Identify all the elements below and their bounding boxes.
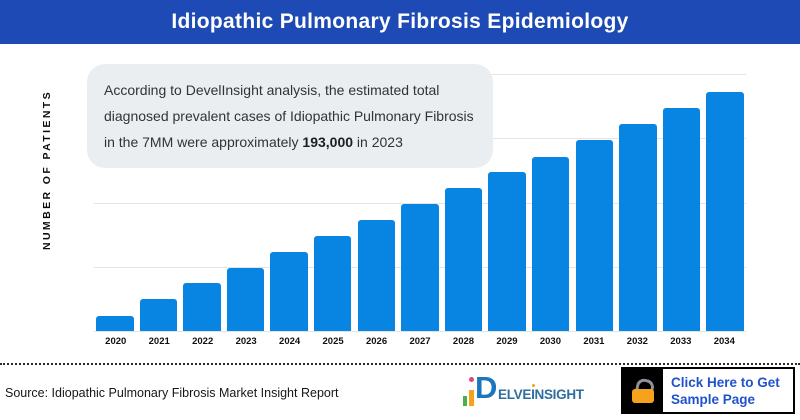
bar-2027 bbox=[401, 203, 439, 331]
logo-d-letter: D bbox=[475, 370, 498, 405]
x-tick-2034: 2034 bbox=[713, 336, 735, 347]
x-tick-2030: 2030 bbox=[539, 336, 561, 347]
bar-2028 bbox=[444, 187, 483, 331]
annotation-line-2: diagnosed prevalent cases of Idiopathic … bbox=[104, 108, 474, 124]
bar-2026 bbox=[357, 219, 396, 331]
sample-page-button[interactable]: Click Here to Get Sample Page bbox=[621, 367, 795, 414]
annotation-line-1: According to DevelInsight analysis, the … bbox=[104, 82, 440, 98]
page-title: Idiopathic Pulmonary Fibrosis Epidemiolo… bbox=[171, 10, 629, 33]
bar-chart-plot bbox=[94, 74, 746, 332]
x-tick-2025: 2025 bbox=[322, 336, 344, 347]
bar-2025 bbox=[313, 236, 352, 331]
x-tick-2026: 2026 bbox=[365, 336, 388, 347]
x-tick-2021: 2021 bbox=[148, 336, 170, 347]
logo-green-bar-icon bbox=[463, 396, 467, 406]
cta-label: Click Here to Get Sample Page bbox=[671, 374, 780, 407]
x-tick-2031: 2031 bbox=[583, 336, 605, 347]
bar-2024 bbox=[270, 251, 308, 331]
logo-wordmark: ELVEINSIGHT bbox=[498, 387, 584, 402]
footer-divider bbox=[0, 363, 800, 365]
bar-2021 bbox=[139, 299, 178, 331]
bar-2023 bbox=[226, 268, 265, 331]
x-tick-2028: 2028 bbox=[452, 336, 475, 347]
bar-2034 bbox=[706, 91, 744, 331]
bar-2022 bbox=[183, 282, 221, 331]
lock-icon-panel bbox=[623, 369, 663, 412]
logo-dot-icon bbox=[469, 377, 474, 382]
x-tick-2033: 2033 bbox=[670, 336, 692, 347]
bar-2031 bbox=[575, 139, 614, 331]
x-tick-2032: 2032 bbox=[626, 336, 648, 347]
open-padlock-icon bbox=[631, 376, 656, 403]
x-tick-2029: 2029 bbox=[496, 336, 518, 347]
bar-2033 bbox=[662, 108, 701, 331]
x-tick-2027: 2027 bbox=[409, 336, 431, 347]
x-axis-baseline bbox=[94, 331, 746, 332]
plot-bars bbox=[94, 74, 746, 331]
annotation-card: According to DevelInsight analysis, the … bbox=[87, 64, 493, 168]
y-axis-label: NUMBER OF PATIENTS bbox=[41, 89, 53, 251]
bar-2020 bbox=[96, 316, 134, 331]
x-tick-2022: 2022 bbox=[192, 336, 214, 347]
source-text: Source: Idiopathic Pulmonary Fibrosis Ma… bbox=[5, 386, 339, 400]
bar-2030 bbox=[531, 156, 570, 331]
annotation-line-3: in the 7MM were approximately 193,000 in… bbox=[104, 134, 403, 150]
x-axis-labels: 2020 2021 2022 2023 2024 2025 2026 2027 2028 2029… bbox=[94, 336, 746, 347]
annotation-highlight-value: 193,000 bbox=[302, 134, 354, 150]
x-tick-2024: 2024 bbox=[279, 336, 301, 347]
logo-orange-bar-icon bbox=[469, 390, 474, 406]
x-tick-2020: 2020 bbox=[105, 336, 127, 347]
gridline bbox=[94, 202, 746, 204]
x-tick-2023: 2023 bbox=[235, 336, 257, 347]
title-banner: Idiopathic Pulmonary Fibrosis Epidemiolo… bbox=[0, 0, 800, 44]
bar-2032 bbox=[619, 123, 657, 331]
bar-2029 bbox=[488, 172, 526, 331]
logo-dotted-i: I bbox=[531, 387, 535, 402]
delveinsight-logo: D ELVEINSIGHT bbox=[461, 370, 591, 410]
